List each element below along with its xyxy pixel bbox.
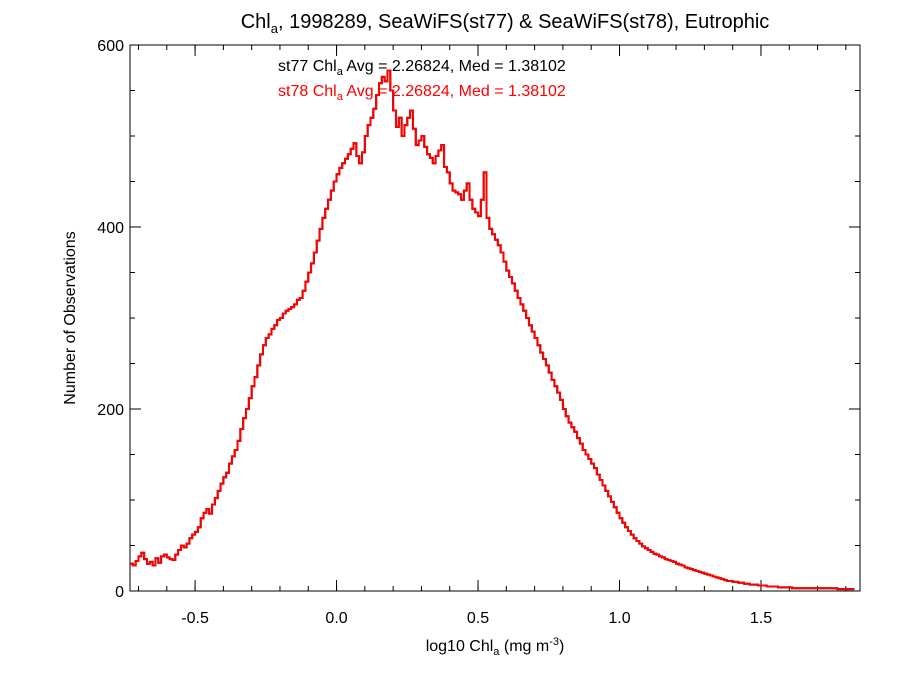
histogram-line-st78 (130, 69, 855, 591)
x-axis-label-sub: a (493, 646, 500, 658)
x-tick-label: 0.0 (325, 610, 347, 627)
x-axis-label: log10 Chla (mg m-3) (426, 636, 565, 658)
y-axis-label: Number of Observations (62, 231, 79, 404)
x-tick-label: 1.5 (750, 610, 772, 627)
annotation-st78-sub: a (337, 91, 344, 103)
y-tick-label: 400 (97, 220, 124, 237)
x-axis-label-rest: (mg m (499, 638, 549, 655)
x-axis-label-main: log10 Chl (426, 638, 494, 655)
annotation-st77-post: Avg = 2.26824, Med = 1.38102 (343, 58, 566, 75)
y-tick-label: 600 (97, 38, 124, 55)
x-axis-ticks: -0.5 0.0 0.5 1.0 1.5 (137, 45, 847, 627)
x-axis-label-sup: -3 (549, 636, 559, 648)
chart-title-sub: a (271, 21, 279, 36)
chart-title-rest: , 1998289, SeaWiFS(st77) & SeaWiFS(st78)… (278, 11, 769, 33)
annotation-st77-sub: a (337, 66, 344, 78)
y-tick-label: 0 (115, 584, 124, 601)
annotation-st77-pre: st77 Chl (278, 58, 337, 75)
annotation-st77: st77 Chla Avg = 2.26824, Med = 1.38102 (278, 58, 566, 78)
chart-title: Chla, 1998289, SeaWiFS(st77) & SeaWiFS(s… (241, 11, 770, 36)
chart-title-main: Chl (241, 11, 271, 33)
x-tick-label: -0.5 (181, 610, 209, 627)
y-axis-ticks: 0 200 400 600 (97, 38, 860, 601)
y-tick-label: 200 (97, 402, 124, 419)
x-tick-label: 1.0 (608, 610, 630, 627)
histogram-line-st77 (130, 69, 855, 591)
plot-frame (129, 44, 861, 592)
annotation-st78-post: Avg = 2.26824, Med = 1.38102 (343, 83, 566, 100)
x-axis-label-end: ) (559, 638, 564, 655)
x-tick-label: 0.5 (467, 610, 489, 627)
annotation-st78: st78 Chla Avg = 2.26824, Med = 1.38102 (278, 83, 566, 103)
annotation-st78-pre: st78 Chl (278, 83, 337, 100)
